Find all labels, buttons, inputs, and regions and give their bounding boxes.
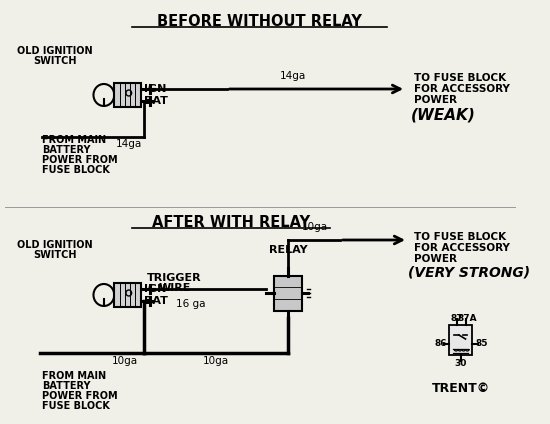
Text: BAT: BAT — [144, 296, 167, 306]
Text: TO FUSE BLOCK: TO FUSE BLOCK — [414, 232, 505, 242]
Text: 10ga: 10ga — [301, 222, 327, 232]
Text: IGN: IGN — [144, 84, 166, 94]
Text: WIRE: WIRE — [158, 283, 191, 293]
Text: 87A: 87A — [458, 314, 477, 323]
Text: (WEAK): (WEAK) — [411, 108, 476, 123]
Text: POWER: POWER — [414, 254, 456, 264]
Text: AFTER WITH RELAY: AFTER WITH RELAY — [152, 215, 310, 230]
Text: 85: 85 — [476, 340, 488, 349]
Text: 86: 86 — [434, 340, 447, 349]
Text: POWER: POWER — [414, 95, 456, 105]
Text: FROM MAIN: FROM MAIN — [42, 135, 107, 145]
Text: POWER FROM: POWER FROM — [42, 155, 118, 165]
Text: 10ga: 10ga — [203, 356, 229, 366]
Text: BATTERY: BATTERY — [42, 381, 91, 391]
Text: BAT: BAT — [144, 96, 167, 106]
Text: 14ga: 14ga — [116, 139, 142, 149]
Text: SWITCH: SWITCH — [33, 250, 76, 260]
Text: OLD IGNITION: OLD IGNITION — [17, 240, 92, 250]
Text: FROM MAIN: FROM MAIN — [42, 371, 107, 381]
Text: TRIGGER: TRIGGER — [147, 273, 202, 283]
Text: 30: 30 — [455, 359, 467, 368]
Text: TRENT©: TRENT© — [432, 382, 490, 395]
Bar — [114, 83, 141, 107]
Text: BATTERY: BATTERY — [42, 145, 91, 155]
Text: 87: 87 — [450, 314, 463, 323]
Text: BEFORE WITHOUT RELAY: BEFORE WITHOUT RELAY — [157, 14, 362, 29]
Text: FUSE BLOCK: FUSE BLOCK — [42, 401, 111, 411]
Text: (VERY STRONG): (VERY STRONG) — [408, 265, 530, 279]
Text: FUSE BLOCK: FUSE BLOCK — [42, 165, 111, 175]
Text: OLD IGNITION: OLD IGNITION — [17, 46, 92, 56]
Bar — [274, 276, 302, 310]
Text: 14ga: 14ga — [279, 71, 306, 81]
Text: TO FUSE BLOCK: TO FUSE BLOCK — [414, 73, 505, 83]
Text: FOR ACCESSORY: FOR ACCESSORY — [414, 243, 509, 253]
Text: POWER FROM: POWER FROM — [42, 391, 118, 401]
Text: SWITCH: SWITCH — [33, 56, 76, 66]
Text: IGN: IGN — [144, 284, 166, 294]
Text: 10ga: 10ga — [112, 356, 138, 366]
Text: 16 ga: 16 ga — [176, 299, 206, 309]
Bar — [114, 283, 141, 307]
Bar — [449, 325, 472, 355]
Text: FOR ACCESSORY: FOR ACCESSORY — [414, 84, 509, 94]
Text: RELAY: RELAY — [269, 245, 307, 255]
